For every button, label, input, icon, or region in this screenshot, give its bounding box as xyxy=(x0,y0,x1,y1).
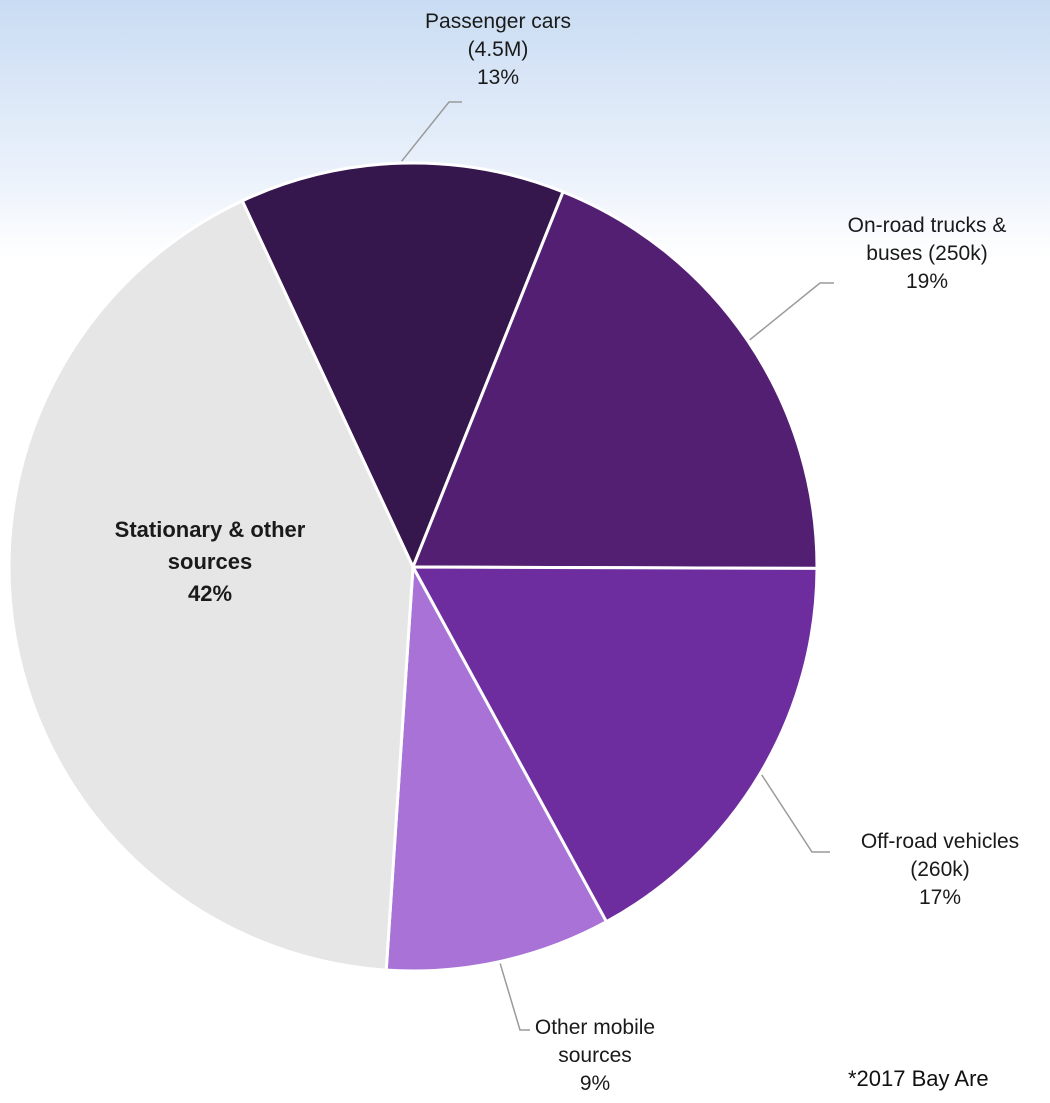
footnote: *2017 Bay Are xyxy=(848,1066,989,1091)
slice-off-road-vehicles xyxy=(410,565,819,924)
label-other-mobile-sources: Other mobile sources 9% xyxy=(534,1016,656,1095)
leader-on-road-trucks-buses xyxy=(749,282,834,341)
leader-other-mobile-sources xyxy=(499,963,530,1031)
leader-off-road-vehicles xyxy=(761,774,830,853)
pie-slices xyxy=(7,161,819,973)
slice-other-mobile-sources xyxy=(384,561,609,973)
label-stationary-other-sources: Stationary & other sources 42% xyxy=(114,517,306,606)
slice-passenger-cars xyxy=(240,161,565,571)
leader-passenger-cars xyxy=(401,101,462,162)
leader-lines xyxy=(401,101,834,1031)
label-passenger-cars: Passenger cars (4.5M) 13% xyxy=(425,10,571,89)
slice-stationary-other-sources xyxy=(7,198,415,972)
slice-on-road-trucks-buses xyxy=(410,189,819,570)
label-off-road-vehicles: Off-road vehicles (260k) 17% xyxy=(860,830,1020,909)
label-on-road-trucks-buses: On-road trucks & buses (250k) 19% xyxy=(847,214,1007,293)
